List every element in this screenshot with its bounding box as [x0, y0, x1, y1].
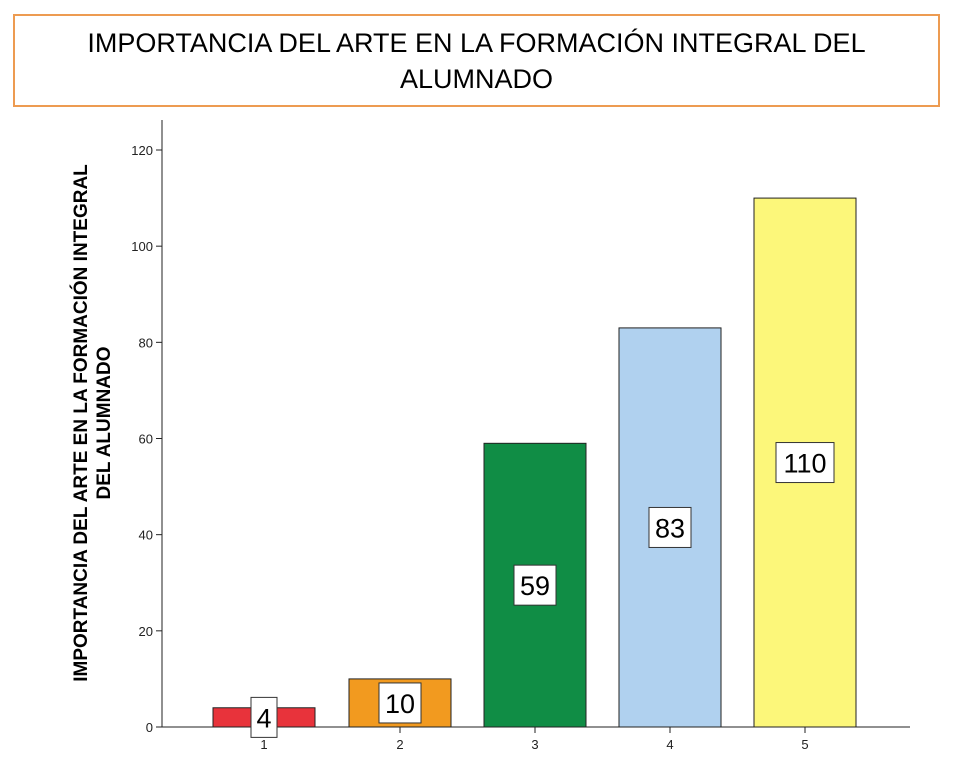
data-label-2: 10 [378, 682, 422, 724]
y-tick-label: 80 [139, 335, 153, 350]
y-tick-label: 40 [139, 528, 153, 543]
data-label-3: 59 [513, 564, 557, 606]
y-axis-title: IMPORTANCIA DEL ARTE EN LA FORMACIÓN INT… [70, 164, 115, 682]
y-axis-title-line-2: DEL ALUMNADO [94, 346, 115, 499]
y-tick-label: 100 [131, 239, 153, 254]
data-label-box [513, 564, 557, 606]
y-axis-title-line-1: IMPORTANCIA DEL ARTE EN LA FORMACIÓN INT… [70, 164, 92, 682]
data-label-text: 83 [655, 513, 685, 543]
y-tick-label: 120 [131, 143, 153, 158]
chart-title: IMPORTANCIA DEL ARTE EN LA FORMACIÓN INT… [87, 27, 866, 94]
x-tick-label: 5 [801, 737, 808, 752]
x-tick-label: 2 [396, 737, 403, 752]
data-label-text: 59 [520, 571, 550, 601]
x-tick-label: 4 [666, 737, 673, 752]
x-tick-label: 1 [260, 737, 267, 752]
data-label-4: 83 [648, 506, 692, 548]
data-label-text: 110 [783, 449, 826, 479]
y-tick-label: 60 [139, 432, 153, 447]
data-label-box [775, 442, 835, 484]
data-label-text: 10 [385, 689, 415, 719]
x-tick-label: 3 [531, 737, 538, 752]
data-label-box [378, 682, 422, 724]
chart-title-box: IMPORTANCIA DEL ARTE EN LA FORMACIÓN INT… [13, 14, 940, 107]
y-tick-label: 0 [146, 720, 153, 735]
data-label-1: 4 [250, 696, 278, 738]
bars [212, 197, 857, 728]
data-label-5: 110 [775, 442, 835, 484]
data-labels: 4 10 59 83 110 [250, 442, 835, 738]
data-label-text: 4 [256, 703, 271, 733]
data-label-box [250, 696, 278, 738]
data-label-box [648, 506, 692, 548]
y-tick-label: 20 [139, 624, 153, 639]
